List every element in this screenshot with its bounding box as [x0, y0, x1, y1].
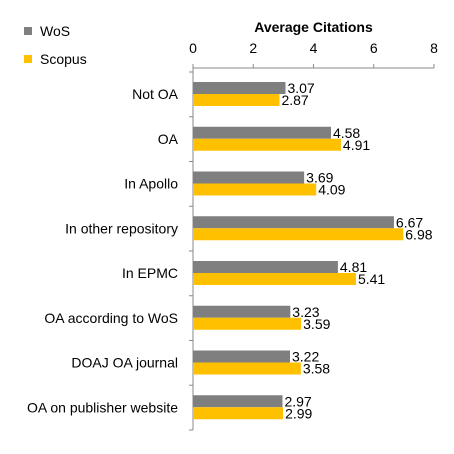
- category-label: In EPMC: [122, 265, 178, 281]
- category-label: In other repository: [65, 220, 178, 236]
- bar-wos: [193, 305, 291, 318]
- data-label: 3.58: [303, 361, 330, 377]
- bar-scopus: [193, 273, 356, 285]
- data-label: 6.98: [405, 226, 432, 242]
- bar-scopus: [193, 362, 301, 375]
- data-label: 6.67: [396, 214, 423, 230]
- data-label: 3.23: [292, 304, 319, 320]
- x-tick-label: 8: [430, 40, 438, 56]
- data-label: 4.91: [343, 137, 370, 153]
- bar-scopus: [193, 94, 280, 106]
- y-axis: Not OA OA In Apollo In other repository In E…: [27, 68, 194, 431]
- data-label: 3.69: [306, 170, 333, 186]
- x-tick-label: 2: [249, 40, 257, 56]
- data-label: 3.07: [287, 80, 314, 96]
- x-tick-label: 0: [189, 40, 197, 56]
- category-label: DOAJ OA journal: [71, 355, 178, 371]
- bar-wos: [193, 126, 331, 139]
- category-label: In Apollo: [124, 176, 178, 192]
- data-label: 3.22: [292, 349, 319, 365]
- legend: WoS Scopus: [24, 23, 87, 67]
- x-tick-label: 4: [310, 40, 318, 56]
- data-label: 2.99: [285, 405, 312, 421]
- data-label: 2.87: [281, 92, 308, 108]
- category-label: OA on publisher website: [27, 399, 178, 415]
- bar-scopus: [193, 138, 341, 151]
- category-label: Not OA: [132, 86, 179, 102]
- legend-label-scopus: Scopus: [40, 51, 87, 67]
- legend-swatch-wos: [24, 27, 32, 35]
- bar-scopus: [193, 317, 302, 330]
- category-label: OA according to WoS: [44, 310, 178, 326]
- data-label: 4.58: [333, 125, 360, 141]
- legend-swatch-scopus: [24, 55, 32, 63]
- bar-scopus: [193, 407, 284, 420]
- bars: [193, 82, 404, 420]
- data-label: 4.81: [340, 259, 367, 275]
- data-label: 5.41: [358, 271, 385, 287]
- bar-wos: [193, 350, 291, 363]
- bar-wos: [193, 82, 286, 94]
- bar-scopus: [193, 228, 404, 241]
- x-tick-label: 6: [370, 40, 378, 56]
- bar-wos: [193, 216, 394, 229]
- bar-wos: [193, 395, 283, 408]
- x-axis-title: Average Citations: [254, 19, 373, 35]
- x-axis: 0 2 4 6 8: [189, 40, 438, 69]
- bar-wos: [193, 171, 305, 184]
- data-labels: 3.072.87 4.584.91 3.694.09 6.676.98 4.815.41…: [281, 80, 432, 421]
- bar-wos: [193, 261, 338, 273]
- data-label: 2.97: [284, 393, 311, 409]
- bar-scopus: [193, 183, 317, 196]
- category-label: OA: [158, 131, 179, 147]
- data-label: 3.59: [303, 316, 330, 332]
- legend-label-wos: WoS: [40, 23, 70, 39]
- data-label: 4.09: [318, 182, 345, 198]
